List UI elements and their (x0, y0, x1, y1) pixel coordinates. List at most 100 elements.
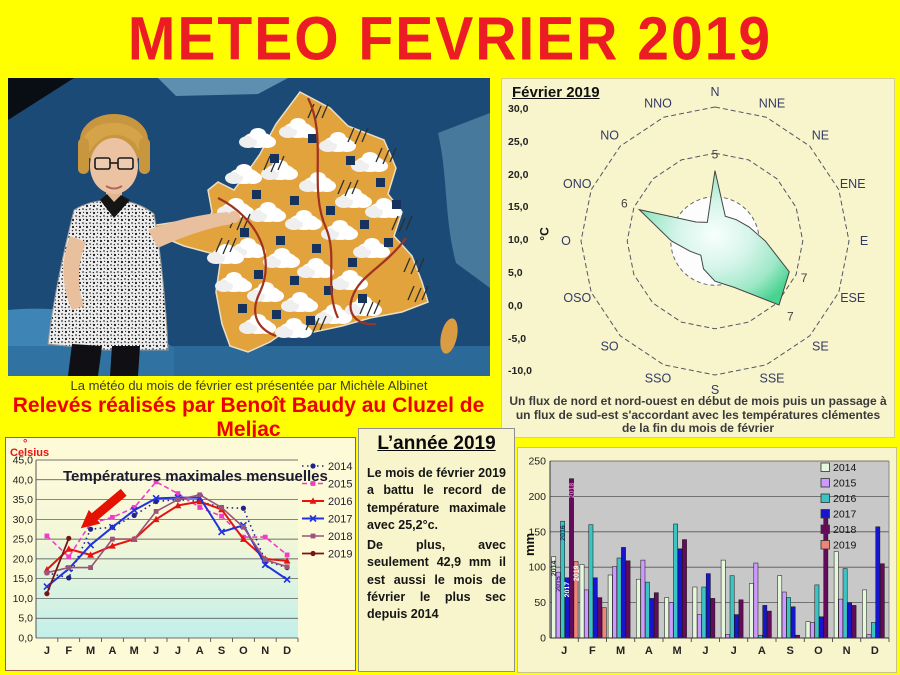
svg-text:2016: 2016 (833, 493, 857, 505)
bar-2015 (753, 562, 759, 639)
svg-text:2019: 2019 (328, 548, 352, 560)
radar-data-polygon (637, 170, 790, 306)
bar-2016 (814, 584, 820, 639)
svg-text:45,0: 45,0 (13, 455, 34, 467)
compass-label: NNE (759, 96, 785, 110)
svg-text:2018: 2018 (833, 524, 857, 536)
bar-2018 (597, 597, 603, 639)
radar-scale-tick: 25,0 (508, 135, 529, 148)
radar-scale-tick: 20,0 (508, 168, 529, 181)
radar-scale-tick: -5,0 (508, 332, 527, 345)
bar-year-label: 2017 (565, 582, 572, 598)
svg-text:35,0: 35,0 (13, 494, 34, 506)
month-label: O (239, 645, 248, 657)
month-label: O (814, 645, 823, 657)
month-label: A (645, 645, 653, 657)
credit-line: Relevés réalisés par Benoît Baudy au Clu… (12, 394, 485, 441)
compass-label: NNO (644, 96, 672, 110)
bar-2014 (777, 575, 783, 639)
radar-value-label: 7 (801, 271, 808, 285)
compass-label: S (711, 383, 719, 397)
radar-scale-tick: 0,0 (508, 299, 523, 312)
radar-title: Février 2019 (512, 84, 600, 101)
bar-2014 (607, 574, 613, 639)
glasses-icon (94, 157, 134, 170)
bar-2018 (682, 539, 687, 639)
bar-2018 (738, 599, 744, 639)
svg-text:10,0: 10,0 (13, 593, 34, 605)
wind-radar-panel: Février 2019 30,0 25,0 20,0 15,0 10,0 5,0 0,0 -… (501, 78, 895, 438)
city-markers (238, 134, 401, 325)
bar-2014 (749, 583, 754, 639)
bar-2016 (701, 586, 707, 639)
month-label: S (786, 645, 793, 657)
month-label: J (153, 645, 159, 657)
corsica (440, 318, 458, 354)
bar-2016 (645, 581, 650, 639)
month-label: A (108, 645, 116, 657)
compass-label: OSO (563, 291, 591, 305)
radar-value-label: 5 (712, 148, 719, 162)
month-label: J (702, 645, 708, 657)
month-label: F (589, 645, 596, 657)
svg-text:2014: 2014 (833, 462, 857, 474)
bar-2014 (833, 551, 839, 639)
bar-2018 (710, 598, 716, 639)
bar-year-label: 2019 (573, 565, 580, 581)
svg-text:2016: 2016 (328, 496, 352, 508)
month-label: J (561, 645, 567, 657)
month-label: D (871, 645, 879, 657)
bar-2018 (569, 478, 574, 639)
month-label: J (731, 645, 737, 657)
presenter-figure (47, 114, 240, 376)
bar-2015 (584, 589, 589, 639)
mm-axis-label: mm (522, 533, 537, 556)
compass-label: SSO (645, 372, 672, 386)
compass-label: SO (601, 339, 619, 353)
bar-2016 (729, 575, 735, 639)
photo-caption: La météo du mois de février est présenté… (70, 378, 428, 393)
bar-2015 (810, 622, 815, 639)
month-label: J (175, 645, 181, 657)
svg-text:2015: 2015 (328, 478, 352, 490)
temperature-chart-panel: ° Celsius 45,0 40,0 35,0 30,0 25,0 20,0 15,0 10… (5, 437, 356, 671)
page-title: METEO FEVRIER 2019 (127, 4, 773, 74)
radar-value-label: 6 (621, 197, 628, 211)
bar-2014 (805, 621, 811, 639)
bar-2017 (592, 577, 598, 639)
bar-2015 (838, 598, 844, 639)
wind-radar-chart: N NNE NE ENE E ESE SE SSE S SSO SO OSO O ONO NO NNO 5 6 7 7 (561, 85, 868, 397)
bar-2018 (766, 610, 772, 639)
month-label: N (843, 645, 851, 657)
bar-2015 (612, 566, 617, 639)
england-coast (158, 78, 288, 96)
bar-2015 (866, 634, 872, 639)
month-label: J (44, 645, 50, 657)
bar-2016 (616, 557, 622, 639)
bar-2017 (762, 605, 768, 639)
svg-text:250: 250 (528, 456, 546, 468)
bar-2014 (664, 597, 670, 639)
bar-year-label: 2018 (569, 483, 576, 499)
svg-text:5,0: 5,0 (18, 613, 33, 625)
radar-note: Un flux de nord et nord-ouest en début d… (509, 394, 887, 435)
compass-label: N (710, 85, 719, 99)
month-label: M (616, 645, 625, 657)
svg-text:50: 50 (534, 597, 546, 609)
compass-label: O (561, 234, 571, 248)
radar-scale-tick: 5,0 (508, 267, 523, 279)
month-label: F (65, 645, 72, 657)
bar-2016 (786, 597, 791, 639)
weather-front-lines (217, 97, 407, 338)
svg-text:2017: 2017 (833, 509, 857, 521)
series-2018 (46, 493, 288, 574)
bar-2017 (705, 573, 711, 639)
bar-2017 (677, 548, 683, 639)
bar-2017 (649, 598, 655, 639)
compass-label: SSE (759, 372, 784, 386)
month-label: A (196, 645, 204, 657)
compass-label: SE (812, 339, 829, 353)
bar-2014 (862, 589, 867, 639)
alps-land (438, 113, 490, 288)
